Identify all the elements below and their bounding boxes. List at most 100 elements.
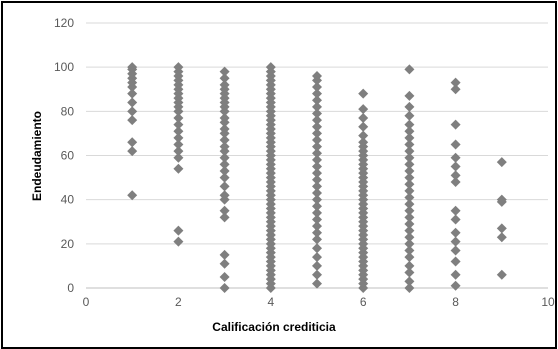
data-point xyxy=(312,269,322,280)
data-point xyxy=(450,84,461,95)
data-point xyxy=(404,101,415,112)
data-point xyxy=(358,121,369,132)
data-point xyxy=(358,88,369,99)
data-point xyxy=(312,148,322,159)
data-point xyxy=(312,154,322,165)
data-point xyxy=(450,139,461,150)
data-point xyxy=(312,135,322,146)
data-point xyxy=(312,88,322,99)
data-point xyxy=(312,115,322,126)
y-tick-label-40: 40 xyxy=(61,193,75,207)
data-point xyxy=(173,163,184,174)
y-tick-label-0: 0 xyxy=(67,281,74,295)
data-point xyxy=(404,225,415,236)
data-point xyxy=(312,252,322,263)
data-point xyxy=(173,139,184,150)
data-point xyxy=(450,256,461,267)
data-point xyxy=(173,119,184,130)
data-point xyxy=(312,201,322,212)
data-point xyxy=(312,168,322,179)
data-point xyxy=(496,157,507,168)
data-point xyxy=(404,260,415,271)
data-point xyxy=(312,207,322,218)
data-point xyxy=(404,232,415,243)
data-point xyxy=(127,115,138,126)
y-tick-label-60: 60 xyxy=(61,149,75,163)
data-point xyxy=(219,172,230,183)
data-point xyxy=(312,108,322,119)
data-point xyxy=(173,146,184,157)
data-point xyxy=(219,141,230,152)
scatter-chart: 0 20 40 60 80 100 120 0 2 4 6 8 10 Calificación cre… xyxy=(30,16,555,334)
data-point xyxy=(312,243,322,254)
data-point xyxy=(404,119,415,130)
data-point xyxy=(450,245,461,256)
data-point xyxy=(173,112,184,123)
data-point xyxy=(496,223,507,234)
y-axis-title: Endeudamiento xyxy=(30,111,44,201)
data-point xyxy=(312,214,322,225)
data-point xyxy=(312,221,322,232)
data-point xyxy=(496,269,507,280)
data-point xyxy=(450,170,461,181)
y-tick-label-80: 80 xyxy=(61,104,75,118)
data-point xyxy=(219,73,230,84)
data-point xyxy=(219,79,230,90)
data-point xyxy=(312,227,322,238)
data-point xyxy=(219,165,230,176)
data-point xyxy=(219,212,230,223)
data-point xyxy=(404,283,415,293)
data-point xyxy=(219,283,230,293)
data-point xyxy=(219,181,230,192)
data-point xyxy=(450,77,461,88)
data-point xyxy=(312,234,322,245)
data-point xyxy=(404,205,415,216)
data-point xyxy=(404,185,415,196)
data-point xyxy=(219,124,230,134)
data-point xyxy=(219,205,230,216)
data-point xyxy=(173,225,184,236)
data-point xyxy=(404,179,415,190)
y-tick-labels: 0 20 40 60 80 100 120 xyxy=(54,16,74,295)
data-point xyxy=(404,267,415,278)
data-point xyxy=(404,139,415,150)
x-axis-title: Calificación crediticia xyxy=(212,320,336,334)
data-point xyxy=(173,236,184,247)
x-tick-label-6: 6 xyxy=(360,295,367,309)
x-tick-labels: 0 2 4 6 8 10 xyxy=(83,295,555,309)
data-point xyxy=(450,119,461,130)
data-point xyxy=(404,64,415,75)
data-point xyxy=(404,172,415,183)
data-point xyxy=(358,137,369,148)
data-point xyxy=(404,218,415,229)
data-point xyxy=(312,71,322,81)
data-points xyxy=(127,62,507,293)
data-point xyxy=(127,106,138,117)
x-tick-label-0: 0 xyxy=(83,295,90,309)
data-point xyxy=(219,190,230,201)
data-point xyxy=(450,205,461,216)
data-point xyxy=(404,159,415,170)
data-point xyxy=(219,135,230,146)
data-point xyxy=(404,245,415,256)
data-point xyxy=(312,194,322,205)
data-point xyxy=(404,90,415,101)
data-point xyxy=(312,161,322,172)
data-point xyxy=(450,152,461,163)
data-point xyxy=(404,152,415,163)
data-point xyxy=(450,214,461,225)
data-point xyxy=(312,278,322,289)
data-point xyxy=(404,132,415,143)
data-point xyxy=(312,174,322,185)
data-point xyxy=(127,97,138,108)
data-point xyxy=(127,88,138,99)
data-point xyxy=(450,236,461,247)
data-point xyxy=(450,177,461,187)
data-point xyxy=(173,132,184,143)
data-point xyxy=(312,82,322,93)
data-point xyxy=(358,104,369,115)
y-tick-label-120: 120 xyxy=(54,16,74,30)
data-point xyxy=(219,271,230,282)
data-point xyxy=(312,181,322,192)
data-point xyxy=(312,128,322,139)
